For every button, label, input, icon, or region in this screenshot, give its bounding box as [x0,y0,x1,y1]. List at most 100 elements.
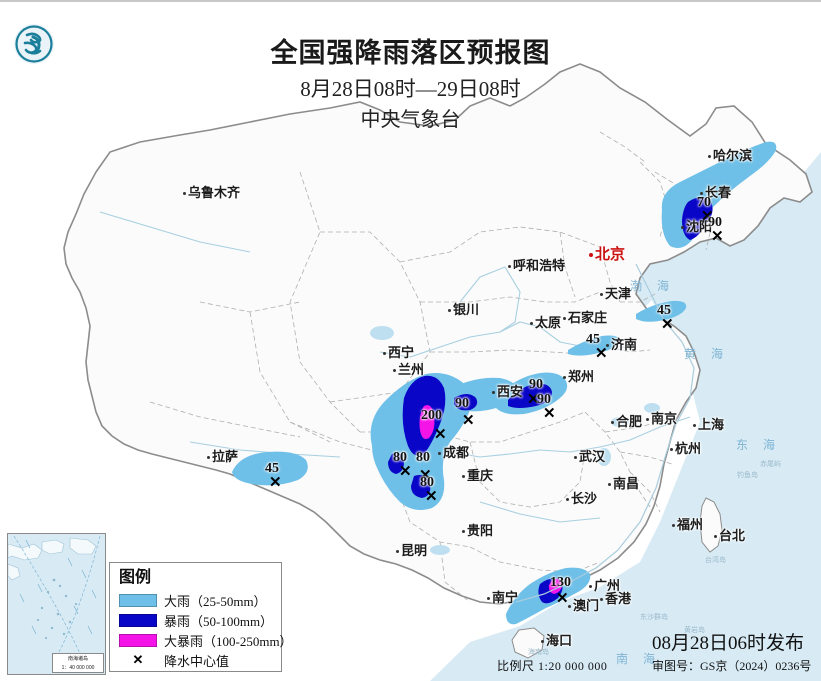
precip-center-marker-icon: ✕ [425,488,438,505]
city-label-nanjing: 南京 [646,408,677,427]
city-name: 拉萨 [212,449,239,464]
sea-fill [430,152,821,681]
legend-panel: 图例 大雨（25-50mm） 暴雨（50-100mm） 大暴雨（100-250mm）… [109,562,293,672]
city-name: 南京 [651,411,678,426]
city-dot-icon [714,535,717,538]
precip-center-marker-icon: ✕ [701,208,714,225]
precip-zone-sichuan [370,373,517,510]
city-name: 广州 [594,578,621,593]
city-label-macau: 澳门 [568,595,599,614]
city-dot-icon [589,253,593,257]
city-name: 昆明 [401,543,428,558]
city-label-nanning: 南宁 [487,587,518,606]
city-label-guangzhou: 广州 [589,575,620,594]
city-label-zhengzhou: 郑州 [563,366,594,385]
city-name: 南宁 [492,590,519,605]
precip-value-center-shaanxi-c: 90 [529,377,543,392]
city-name: 太原 [535,315,562,330]
city-dot-icon [541,640,544,643]
city-name: 沈阳 [686,219,713,234]
city-dot-icon [508,265,511,268]
city-dot-icon [383,352,386,355]
city-dot-icon [708,155,711,158]
island-label-4: 赤尾屿 [760,461,781,468]
city-name: 长春 [705,185,732,200]
city-label-nanchang: 南昌 [608,473,639,492]
precip-center-marker-icon: ✕ [711,228,724,245]
city-name: 天津 [605,286,632,301]
city-name: 北京 [595,247,626,263]
city-label-shanghai: 上海 [693,414,724,433]
city-dot-icon [563,317,566,320]
city-dot-icon [681,226,684,229]
city-dot-icon [608,483,611,486]
precip-zone-tibet [232,451,308,486]
precip-center-marker-icon: ✕ [434,426,447,443]
legend-row-rainstorm: 暴雨（50-100mm） [119,610,274,630]
precip-center-marker-icon: ✕ [462,412,475,429]
rivers [99,211,691,523]
city-dot-icon [462,530,465,533]
city-label-hefei: 合肥 [611,411,642,430]
precip-value-center-shandong: 45 [657,303,671,318]
city-label-changsha: 长沙 [566,488,597,507]
precip-center-marker-icon: ✕ [399,463,412,480]
legend-row-heavy-rain: 大雨（25-50mm） [119,590,274,610]
city-dot-icon [700,192,703,195]
city-label-xian: 西安 [492,381,523,400]
map-scale: 比例尺 1:20 000 000 [497,659,608,673]
precip-value-center-sichuan-s: 80 [420,475,434,490]
city-name: 南昌 [613,476,640,491]
precip-value-center-jinan: 45 [586,332,600,347]
city-name: 重庆 [467,468,494,483]
city-label-harbin: 哈尔滨 [708,145,752,164]
city-label-fuzhou: 福州 [672,514,703,533]
precip-value-center-liaoning-n: 70 [697,195,711,210]
city-label-taipei: 台北 [714,525,745,544]
city-dot-icon [438,452,441,455]
island-label-0: 台湾岛 [705,557,726,564]
city-name: 台北 [719,528,746,543]
legend-title: 图例 [119,569,152,586]
precip-zone-shaanxi [496,372,568,415]
precip-center-marker-icon: ✕ [527,391,540,408]
south-china-sea-inset[interactable]: 南海诸岛 1：40 000 000 [7,533,106,675]
city-label-beijing: 北京 [589,243,625,264]
severe-core-sichuan [419,405,435,439]
city-dot-icon [563,376,566,379]
city-name: 上海 [698,417,725,432]
city-name: 成都 [443,445,470,460]
legend-label-center-value: 降水中心值 [164,653,230,669]
legend-label-severe-rainstorm: 大暴雨（100-250mm） [164,633,293,649]
city-dot-icon [672,524,675,527]
city-label-taiyuan: 太原 [530,312,561,331]
city-label-lanzhou: 兰州 [393,359,424,378]
city-label-hohhot: 呼和浩特 [508,255,565,274]
city-label-yinchuan: 银川 [448,299,479,318]
precip-value-center-liaoning-s: 90 [708,215,722,230]
city-dot-icon [600,598,603,601]
city-label-xining: 西宁 [383,342,414,361]
precip-value-center-shaanxi-e: 90 [537,392,551,407]
city-dot-icon [646,418,649,421]
legend-swatch-heavy-rain [119,593,157,607]
city-name: 香港 [605,591,632,606]
city-dot-icon [693,424,696,427]
city-dot-icon [530,322,533,325]
city-label-jinan: 济南 [606,334,637,353]
island-label-1: 海南岛 [528,649,549,656]
city-dot-icon [589,585,592,588]
city-name: 贵阳 [467,523,494,538]
sea-label-yellow-sea: 黄 海 [684,347,730,361]
inset-scale-ratio: 1：40 000 000 [61,665,95,671]
city-name: 兰州 [398,362,425,377]
precip-zone-shandong [568,300,687,356]
legend-row-severe-rainstorm: 大暴雨（100-250mm） [119,630,293,650]
legend-row-center-value: ✕ 降水中心值 [119,650,274,670]
city-label-guiyang: 贵阳 [462,520,493,539]
city-name: 澳门 [573,598,600,613]
city-dot-icon [462,475,465,478]
city-name: 银川 [453,302,480,317]
city-label-lhasa: 拉萨 [207,446,238,465]
